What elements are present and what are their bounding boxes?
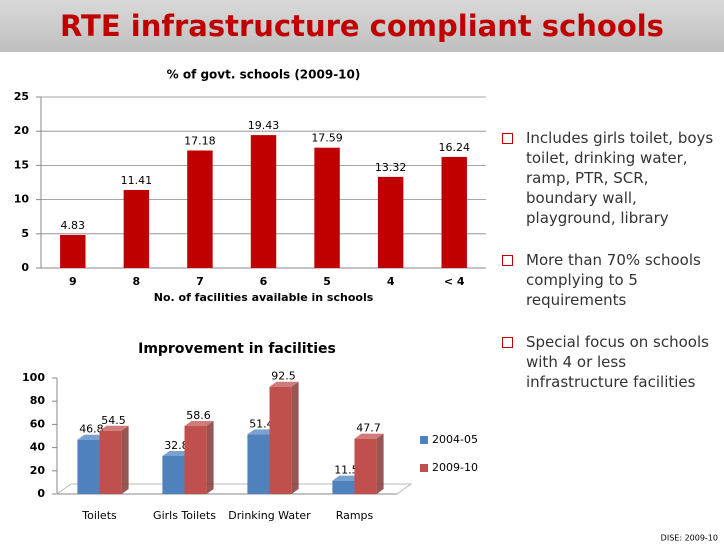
value-label: 11.5 bbox=[334, 464, 359, 477]
y-tick-label: 10 bbox=[14, 193, 30, 206]
source: DISE: 2009-10 bbox=[661, 534, 718, 543]
bar-top bbox=[99, 425, 129, 431]
bar-top bbox=[247, 429, 277, 435]
value-label: 51.4 bbox=[249, 417, 274, 430]
bar-side bbox=[206, 421, 214, 494]
legend-label: 2004-05 bbox=[432, 433, 478, 446]
value-label: 58.6 bbox=[186, 409, 211, 422]
x-tick-label: 7 bbox=[196, 275, 204, 288]
y-tick-label: 0 bbox=[37, 487, 45, 500]
legend-swatch bbox=[420, 464, 428, 472]
y-tick-label: 80 bbox=[30, 394, 46, 407]
legend-swatch bbox=[420, 436, 428, 444]
value-label: 47.7 bbox=[356, 422, 381, 435]
bar-3d bbox=[354, 433, 384, 494]
bar-3d bbox=[269, 381, 299, 494]
bullet: More than 70% schools complying to 5 req… bbox=[500, 250, 722, 310]
bullet-list: Includes girls toilet, boys toilet, drin… bbox=[500, 128, 722, 414]
x-tick-label: 4 bbox=[387, 275, 395, 288]
chart-title: Improvement in facilities bbox=[138, 341, 336, 357]
y-tick-label: 20 bbox=[14, 124, 30, 137]
x-tick-label: Toilets bbox=[81, 509, 117, 522]
bar bbox=[184, 426, 207, 494]
bar bbox=[441, 156, 467, 268]
value-label: 92.5 bbox=[271, 370, 296, 383]
y-tick-label: 25 bbox=[14, 90, 29, 103]
x-tick-label: 6 bbox=[260, 275, 268, 288]
bar bbox=[99, 430, 122, 494]
bar bbox=[77, 439, 100, 494]
bullet: Includes girls toilet, boys toilet, drin… bbox=[500, 128, 722, 228]
y-tick-label: 40 bbox=[30, 441, 46, 454]
y-tick-label: 15 bbox=[14, 158, 29, 171]
value-label: 32.8 bbox=[164, 439, 189, 452]
bar bbox=[269, 386, 292, 494]
bar-top bbox=[269, 381, 299, 387]
x-tick-label: Drinking Water bbox=[228, 509, 311, 522]
bar bbox=[162, 455, 185, 494]
y-tick-label: 100 bbox=[22, 371, 45, 384]
y-tick-label: 60 bbox=[30, 417, 46, 430]
bar-3d bbox=[184, 421, 214, 494]
value-label: 13.32 bbox=[375, 161, 407, 174]
value-label: 4.83 bbox=[61, 219, 86, 232]
bar-3d bbox=[99, 425, 129, 494]
y-tick-label: 5 bbox=[21, 227, 29, 240]
legend-label: 2009-10 bbox=[432, 461, 478, 474]
bullet: Special focus on schools with 4 or less … bbox=[500, 332, 722, 392]
bar-side bbox=[121, 425, 129, 494]
bar bbox=[332, 480, 355, 494]
bar-top bbox=[184, 421, 214, 427]
value-label: 16.24 bbox=[438, 141, 470, 154]
slide-title: RTE infrastructure compliant schools bbox=[60, 9, 664, 43]
bar-top bbox=[77, 434, 107, 440]
value-label: 54.5 bbox=[101, 414, 126, 427]
value-label: 19.43 bbox=[248, 119, 280, 132]
value-label: 17.59 bbox=[311, 132, 343, 145]
bar bbox=[377, 176, 404, 268]
bar-top bbox=[354, 433, 384, 439]
bar bbox=[250, 135, 277, 268]
chart-title: % of govt. schools (2009-10) bbox=[167, 68, 361, 82]
bar bbox=[123, 189, 150, 268]
bar-side bbox=[291, 381, 299, 494]
x-tick-label: Ramps bbox=[336, 509, 374, 522]
value-label: 17.18 bbox=[184, 134, 216, 147]
title-banner bbox=[0, 0, 724, 52]
x-tick-label: Girls Toilets bbox=[153, 509, 216, 522]
bar bbox=[187, 150, 213, 268]
bar bbox=[354, 438, 377, 494]
x-axis-label: No. of facilities available in schools bbox=[154, 291, 374, 304]
bar-top bbox=[332, 475, 362, 481]
x-tick-label: 8 bbox=[133, 275, 141, 288]
value-label: 46.8 bbox=[79, 423, 104, 436]
bar bbox=[314, 147, 340, 268]
bar-side bbox=[376, 433, 384, 494]
y-tick-label: 0 bbox=[21, 261, 29, 274]
y-tick-label: 20 bbox=[30, 464, 46, 477]
bar-top bbox=[162, 450, 192, 456]
bar bbox=[60, 234, 86, 268]
x-tick-label: < 4 bbox=[444, 275, 465, 288]
x-tick-label: 5 bbox=[323, 275, 331, 288]
value-label: 11.41 bbox=[121, 174, 153, 187]
bar bbox=[247, 434, 270, 494]
x-tick-label: 9 bbox=[69, 275, 77, 288]
